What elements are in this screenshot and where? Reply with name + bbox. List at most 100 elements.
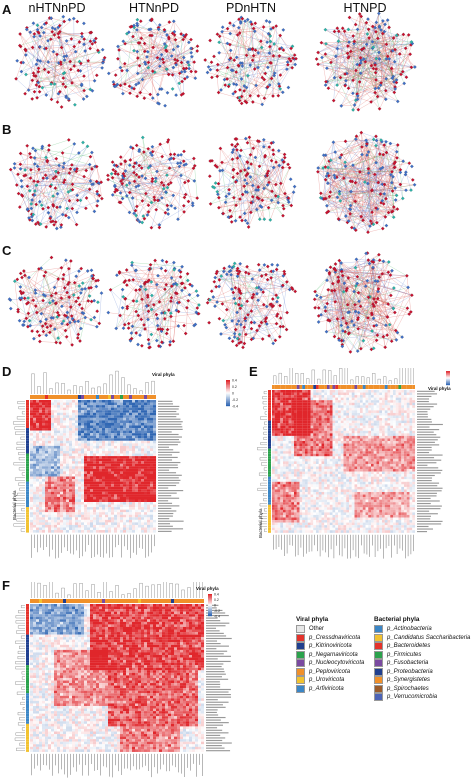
network-node <box>72 64 77 68</box>
network-edge <box>30 157 49 208</box>
network-node <box>237 98 242 103</box>
heatmap-cell <box>126 422 130 426</box>
heatmap-cell <box>57 407 61 411</box>
heatmap-cell <box>132 435 136 439</box>
network-node <box>354 134 359 139</box>
heatmap-cell <box>126 428 130 431</box>
heatmap-cell <box>87 456 91 459</box>
network-node <box>102 55 107 60</box>
network-node <box>348 212 353 216</box>
heatmap-cell <box>48 456 52 459</box>
network-node <box>146 309 151 314</box>
network-node <box>32 336 36 341</box>
network-node <box>227 187 231 192</box>
network-node <box>362 180 367 184</box>
network-node <box>59 296 64 300</box>
network-node <box>243 178 247 182</box>
network-edge <box>354 27 376 42</box>
heatmap-cell <box>33 400 37 403</box>
network-node <box>37 89 42 94</box>
network-node <box>387 25 391 30</box>
network-edge <box>368 29 397 80</box>
network-node <box>78 339 82 343</box>
network-node <box>31 21 36 26</box>
heatmap-cell <box>69 420 73 423</box>
network-edge <box>327 183 352 192</box>
network-node <box>17 43 22 48</box>
network-edge <box>337 288 379 320</box>
network-node <box>190 203 195 208</box>
heatmap-cell <box>78 402 82 406</box>
heatmap-cell <box>72 417 76 421</box>
network-node <box>293 62 298 67</box>
network-b2 <box>106 135 200 230</box>
network-edge <box>131 262 175 334</box>
network-edge <box>334 288 348 337</box>
network-node <box>385 333 390 337</box>
heatmap-cell <box>93 433 97 436</box>
heatmap-cell <box>78 445 82 449</box>
heatmap-cell <box>78 400 82 403</box>
network-edge <box>124 25 135 85</box>
heatmap-cell <box>66 402 70 406</box>
network-node <box>145 49 150 54</box>
heatmap-cell <box>69 453 73 457</box>
network-edge <box>321 57 327 82</box>
network-edge <box>350 34 404 52</box>
network-node <box>321 166 325 170</box>
network-node <box>109 171 114 176</box>
heatmap-cell <box>150 402 154 406</box>
heatmap-cell <box>51 410 55 413</box>
network-node <box>346 27 351 32</box>
network-node <box>246 271 251 276</box>
network-node <box>79 266 84 271</box>
heatmap-cell <box>30 461 34 464</box>
heatmap-cell <box>39 448 43 452</box>
network-node <box>276 200 281 205</box>
network-edge <box>314 268 335 292</box>
network-edge <box>36 27 59 86</box>
network-node <box>353 302 357 307</box>
network-node <box>49 255 54 260</box>
heatmap-cell <box>90 412 94 416</box>
heatmap-cell <box>93 458 97 462</box>
network-edge <box>368 260 386 348</box>
heatmap-cell <box>30 415 34 418</box>
network-node <box>164 67 169 72</box>
heatmap-cell <box>147 402 151 406</box>
heatmap-cell <box>87 425 91 429</box>
network-node <box>62 313 67 318</box>
network-node <box>237 332 242 337</box>
network-edge <box>330 49 362 63</box>
network-node <box>165 33 169 37</box>
heatmap-cell <box>39 400 43 403</box>
network-node <box>215 68 220 73</box>
heatmap-cell <box>57 433 61 436</box>
network-node <box>269 76 274 81</box>
network-node <box>127 190 132 195</box>
network-edge <box>288 192 294 203</box>
network-node <box>110 175 115 180</box>
network-node <box>215 32 220 37</box>
network-node <box>370 188 374 192</box>
network-edge <box>67 271 80 325</box>
network-node <box>27 188 32 193</box>
network-edge <box>138 42 143 80</box>
network-node <box>84 168 89 173</box>
heatmap-cell <box>75 425 79 429</box>
heatmap-cell <box>111 435 115 439</box>
heatmap-cell <box>87 458 91 462</box>
network-node <box>381 19 385 23</box>
network-node <box>94 73 99 78</box>
heatmap-cell <box>126 435 130 439</box>
network-edge <box>33 32 44 74</box>
network-node <box>163 287 167 292</box>
heatmap-cell <box>66 445 70 449</box>
heatmap-cell <box>60 405 64 408</box>
network-edge <box>325 155 371 222</box>
network-node <box>55 100 60 104</box>
heatmap-cell <box>42 451 46 454</box>
network-edge <box>240 142 274 151</box>
network-node <box>346 86 351 91</box>
network-edge <box>112 194 138 221</box>
